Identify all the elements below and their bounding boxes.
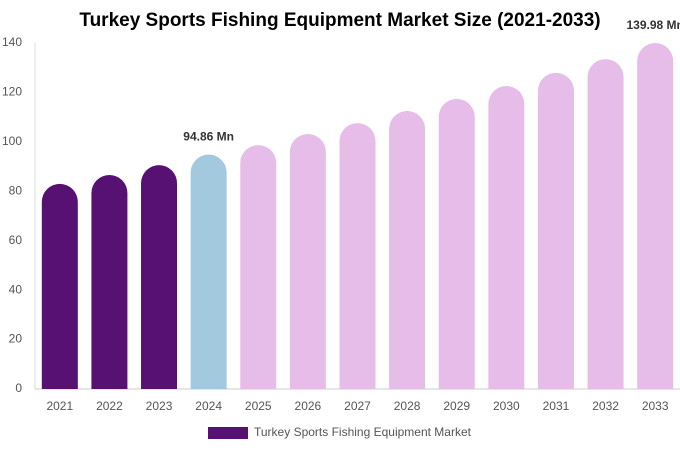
y-tick-label: 40 <box>9 282 23 296</box>
x-tick-label: 2025 <box>245 399 272 413</box>
x-tick-label: 2030 <box>493 399 520 413</box>
y-tick-label: 80 <box>9 183 23 197</box>
x-tick-label: 2026 <box>295 399 322 413</box>
value-label: 94.86 Mn <box>183 130 234 144</box>
bar <box>537 72 574 389</box>
value-label: 139.98 Mn <box>627 18 680 32</box>
x-tick-label: 2023 <box>146 399 173 413</box>
x-tick-label: 2028 <box>394 399 421 413</box>
bar <box>438 98 475 390</box>
y-tick-label: 0 <box>15 381 22 395</box>
x-tick-label: 2024 <box>195 399 222 413</box>
bar <box>339 123 376 389</box>
y-tick-label: 100 <box>2 134 22 148</box>
bar <box>389 110 426 389</box>
bar <box>289 133 326 389</box>
x-tick-label: 2033 <box>642 399 669 413</box>
y-tick-label: 60 <box>9 233 23 247</box>
y-tick-label: 120 <box>2 85 22 99</box>
legend-swatch <box>208 427 248 439</box>
chart-title: Turkey Sports Fishing Equipment Market S… <box>79 10 600 31</box>
x-tick-label: 2029 <box>443 399 470 413</box>
y-tick-label: 20 <box>9 332 23 346</box>
legend-label: Turkey Sports Fishing Equipment Market <box>254 425 472 439</box>
bar <box>240 145 277 389</box>
x-tick-label: 2021 <box>46 399 73 413</box>
x-tick-label: 2027 <box>344 399 371 413</box>
x-tick-label: 2022 <box>96 399 123 413</box>
bar <box>91 174 128 389</box>
y-tick-label: 140 <box>2 35 22 49</box>
bar <box>488 86 525 389</box>
x-tick-label: 2031 <box>543 399 570 413</box>
bar <box>587 59 624 390</box>
bar <box>141 165 178 389</box>
bar <box>41 183 78 389</box>
x-tick-label: 2032 <box>592 399 619 413</box>
bar <box>190 154 227 389</box>
bar <box>637 43 674 389</box>
